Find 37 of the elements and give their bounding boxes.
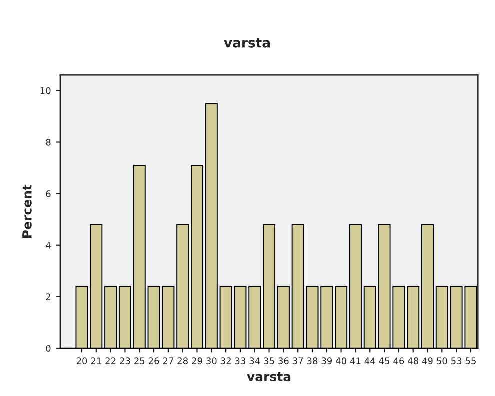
x-tick-label: 25 xyxy=(134,358,145,364)
x-tick-label: 30 xyxy=(206,358,217,364)
y-tick-label: 10 xyxy=(40,87,51,94)
x-tick-label: 55 xyxy=(466,358,476,364)
x-tick-label: 46 xyxy=(394,358,404,364)
x-tick-label: 39 xyxy=(322,358,332,364)
x-tick-label: 27 xyxy=(163,358,174,364)
y-tick-label: 2 xyxy=(46,294,50,300)
x-tick-label: 44 xyxy=(364,358,376,364)
x-tick-label: 29 xyxy=(192,358,202,364)
x-tick-label: 40 xyxy=(336,358,346,364)
x-tick-label: 33 xyxy=(235,358,246,364)
y-tick-label: 8 xyxy=(46,138,51,146)
x-tick-label: 38 xyxy=(307,358,318,364)
chart-title: varsta xyxy=(224,38,270,48)
x-tick-label: 53 xyxy=(452,358,462,364)
x-tick-label: 36 xyxy=(278,358,289,364)
y-tick-label: 0 xyxy=(46,345,51,352)
x-tick-label: 49 xyxy=(422,358,433,364)
x-tick-label: 26 xyxy=(148,358,160,364)
x-tick-label: 20 xyxy=(76,358,88,364)
y-tick-label: 6 xyxy=(46,190,51,198)
x-tick-label: 50 xyxy=(437,358,448,364)
x-axis-title: varsta xyxy=(247,372,291,382)
x-tick-label: 23 xyxy=(120,358,130,364)
x-tick-label: 21 xyxy=(91,358,102,364)
x-tick-label: 45 xyxy=(379,358,390,364)
x-tick-label: 48 xyxy=(408,358,418,364)
x-tick-label: 41 xyxy=(350,358,361,364)
y-axis-title: Percent xyxy=(22,184,32,238)
y-tick-label: 4 xyxy=(46,242,51,249)
x-tick-label: 28 xyxy=(178,358,188,364)
x-tick-label: 35 xyxy=(264,358,274,364)
x-tick-label: 37 xyxy=(293,358,304,364)
x-tick-label: 22 xyxy=(106,358,116,364)
x-tick-label: 32 xyxy=(221,358,231,364)
x-tick-label: 34 xyxy=(250,358,260,364)
